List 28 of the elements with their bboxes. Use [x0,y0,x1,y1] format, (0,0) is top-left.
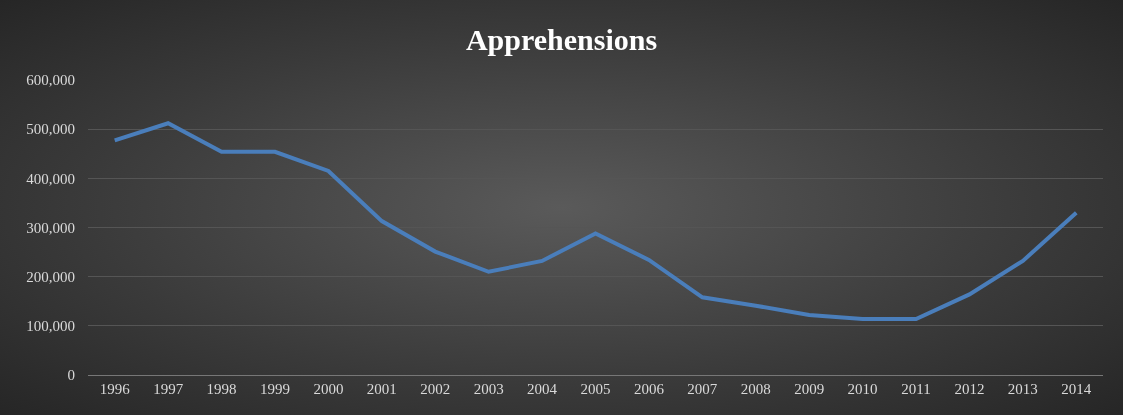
x-tick-label: 2004 [527,381,558,397]
x-tick-label: 2002 [420,381,451,397]
x-tick-label: 2003 [473,381,504,397]
x-tick-label: 2010 [847,381,878,397]
x-tick-label: 2007 [687,381,718,397]
x-tick-label: 2005 [580,381,611,397]
x-tick-label: 2011 [901,381,931,397]
x-tick-label: 2013 [1007,381,1038,397]
x-tick-label: 1998 [206,381,237,397]
x-tick-label: 1999 [259,381,290,397]
x-tick-label: 2001 [366,381,397,397]
x-tick-label: 2000 [313,381,344,397]
y-tick-label: 100,000 [26,318,75,335]
y-tick-label: 300,000 [26,219,75,236]
x-tick-label: 2012 [954,381,985,397]
y-tick-label: 600,000 [26,72,75,89]
y-tick-label: 200,000 [26,268,75,285]
x-tick-label: 2014 [1061,381,1092,397]
x-tick-label: 2008 [740,381,771,397]
y-tick-label: 400,000 [26,170,75,187]
line-series [112,121,1079,321]
x-tick-label: 1996 [99,381,131,397]
y-tick-label: 500,000 [26,121,75,138]
x-tick-label: 1997 [153,381,184,397]
chart-title: Apprehensions [465,23,658,57]
y-tick-label: 0 [67,367,75,384]
x-tick-label: 2006 [633,381,665,397]
x-tick-label: 2009 [794,381,825,397]
